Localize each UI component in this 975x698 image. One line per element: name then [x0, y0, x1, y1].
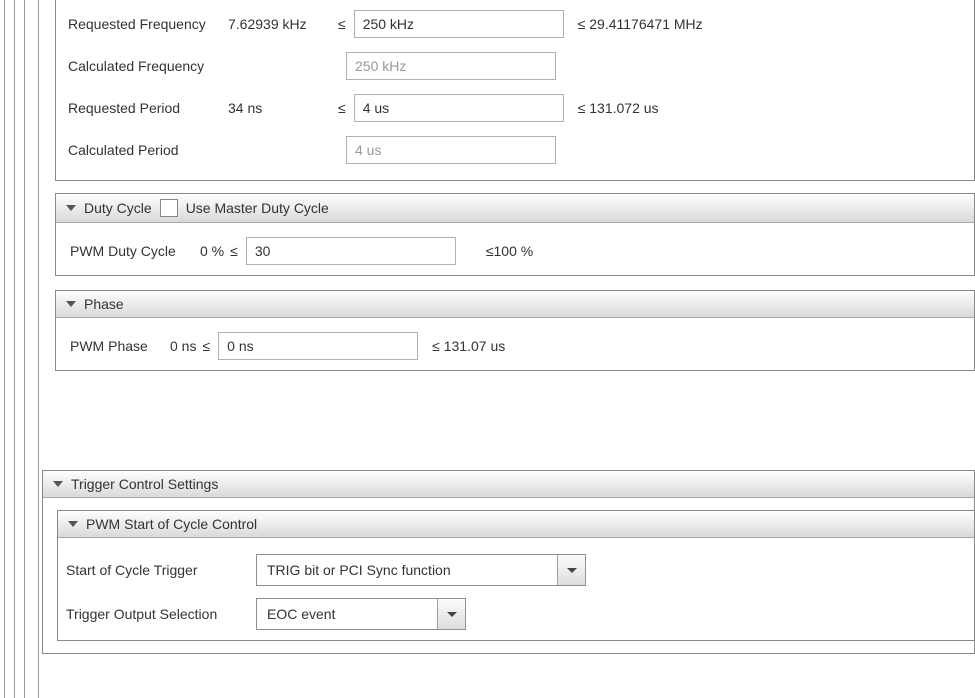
section-title: Trigger Control Settings: [71, 476, 218, 492]
range-high: 100 %: [494, 243, 534, 259]
trigger-output-dropdown[interactable]: EOC event: [256, 598, 466, 630]
range-low: 0 ns: [170, 338, 196, 354]
le-symbol: ≤: [196, 338, 218, 354]
checkbox-label: Use Master Duty Cycle: [186, 200, 329, 216]
field-label: Requested Period: [68, 100, 228, 116]
range-high: 131.07 us: [444, 338, 506, 354]
section-title: Duty Cycle: [84, 200, 152, 216]
le-symbol: ≤: [578, 100, 586, 116]
section-title: Phase: [84, 296, 124, 312]
dropdown-button[interactable]: [437, 599, 465, 629]
field-label: PWM Duty Cycle: [70, 243, 200, 259]
dropdown-value: EOC event: [257, 599, 437, 629]
req-period-input[interactable]: [354, 94, 564, 122]
tree-guide-line: [4, 0, 5, 698]
row-req-frequency: Requested Frequency 7.62939 kHz ≤ ≤ 29.4…: [68, 10, 962, 38]
calc-frequency-input: [346, 52, 556, 80]
field-label: Calculated Frequency: [68, 58, 228, 74]
tree-guide-line: [38, 0, 39, 698]
range-high: 131.072 us: [589, 100, 658, 116]
field-label: PWM Phase: [70, 338, 170, 354]
pwm-soc-panel: PWM Start of Cycle Control Start of Cycl…: [57, 510, 974, 641]
duty-cycle-input[interactable]: [246, 237, 456, 265]
tree-guide-line: [14, 0, 15, 698]
field-label: Trigger Output Selection: [66, 606, 246, 622]
trigger-control-header[interactable]: Trigger Control Settings: [43, 471, 974, 498]
row-duty-cycle: PWM Duty Cycle 0 % ≤ ≤100 %: [70, 237, 960, 265]
tree-guide-line: [24, 0, 25, 698]
le-symbol: ≤: [432, 338, 440, 354]
field-label: Requested Frequency: [68, 16, 228, 32]
use-master-duty-checkbox[interactable]: [160, 199, 178, 217]
section-title: PWM Start of Cycle Control: [86, 516, 257, 532]
chevron-down-icon: [447, 612, 457, 617]
range-low: 0 %: [200, 243, 224, 259]
range-low: 34 ns: [228, 100, 338, 116]
le-symbol: ≤: [338, 16, 354, 32]
phase-panel: Phase PWM Phase 0 ns ≤ ≤ 131.07 us: [55, 290, 975, 371]
field-label: Start of Cycle Trigger: [66, 562, 246, 578]
chevron-down-icon: [567, 568, 577, 573]
collapse-icon: [66, 301, 76, 307]
soc-trigger-dropdown[interactable]: TRIG bit or PCI Sync function: [256, 554, 586, 586]
phase-input[interactable]: [218, 332, 418, 360]
collapse-icon: [53, 481, 63, 487]
row-phase: PWM Phase 0 ns ≤ ≤ 131.07 us: [70, 332, 960, 360]
row-soc-trigger: Start of Cycle Trigger TRIG bit or PCI S…: [66, 554, 966, 586]
trigger-control-panel: Trigger Control Settings PWM Start of Cy…: [42, 470, 975, 654]
dropdown-button[interactable]: [557, 555, 585, 585]
duty-cycle-header[interactable]: Duty Cycle Use Master Duty Cycle: [56, 194, 974, 223]
row-calc-period: Calculated Period: [68, 136, 962, 164]
row-trigger-output: Trigger Output Selection EOC event: [66, 598, 966, 630]
le-symbol: ≤: [338, 100, 354, 116]
le-symbol: ≤: [486, 243, 494, 259]
range-low: 7.62939 kHz: [228, 16, 338, 32]
freq-period-panel: Requested Frequency 7.62939 kHz ≤ ≤ 29.4…: [55, 0, 975, 181]
pwm-soc-header[interactable]: PWM Start of Cycle Control: [58, 511, 974, 538]
req-frequency-input[interactable]: [354, 10, 564, 38]
row-req-period: Requested Period 34 ns ≤ ≤ 131.072 us: [68, 94, 962, 122]
collapse-icon: [68, 521, 78, 527]
dropdown-value: TRIG bit or PCI Sync function: [257, 555, 557, 585]
le-symbol: ≤: [578, 16, 586, 32]
le-symbol: ≤: [224, 243, 246, 259]
field-label: Calculated Period: [68, 142, 228, 158]
collapse-icon: [66, 205, 76, 211]
duty-cycle-panel: Duty Cycle Use Master Duty Cycle PWM Dut…: [55, 193, 975, 276]
range-high: 29.41176471 MHz: [589, 16, 702, 32]
calc-period-input: [346, 136, 556, 164]
row-calc-frequency: Calculated Frequency: [68, 52, 962, 80]
phase-header[interactable]: Phase: [56, 291, 974, 318]
